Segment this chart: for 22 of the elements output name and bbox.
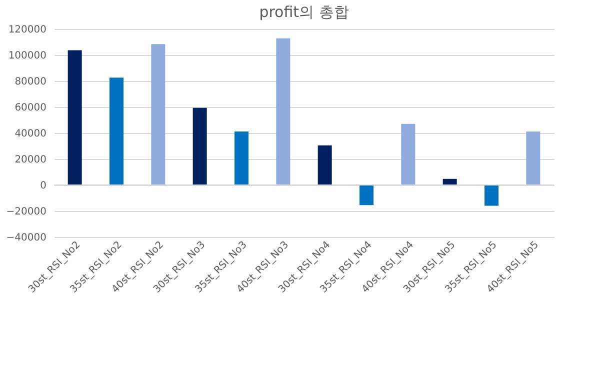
y-tick-label: 40000 bbox=[14, 128, 46, 140]
bar bbox=[360, 185, 374, 206]
y-tick-label: 0 bbox=[40, 180, 46, 192]
y-tick-label: −40000 bbox=[6, 232, 46, 244]
bar bbox=[484, 185, 498, 206]
chart-title: profit의 총합 bbox=[259, 3, 349, 21]
bar bbox=[401, 124, 416, 185]
bar bbox=[442, 178, 457, 185]
bar bbox=[68, 50, 82, 185]
y-tick-label: −20000 bbox=[6, 206, 46, 218]
bar bbox=[318, 145, 332, 185]
bar bbox=[526, 131, 540, 185]
bar bbox=[192, 108, 207, 185]
y-tick-label: 60000 bbox=[14, 102, 46, 114]
y-tick-label: 80000 bbox=[14, 76, 46, 88]
y-tick-label: 120000 bbox=[8, 24, 46, 36]
bar bbox=[234, 131, 248, 185]
bar bbox=[110, 78, 124, 185]
y-tick-label: 100000 bbox=[8, 50, 46, 62]
y-tick-label: 20000 bbox=[14, 154, 46, 166]
bar bbox=[151, 44, 166, 185]
bar bbox=[276, 38, 290, 185]
